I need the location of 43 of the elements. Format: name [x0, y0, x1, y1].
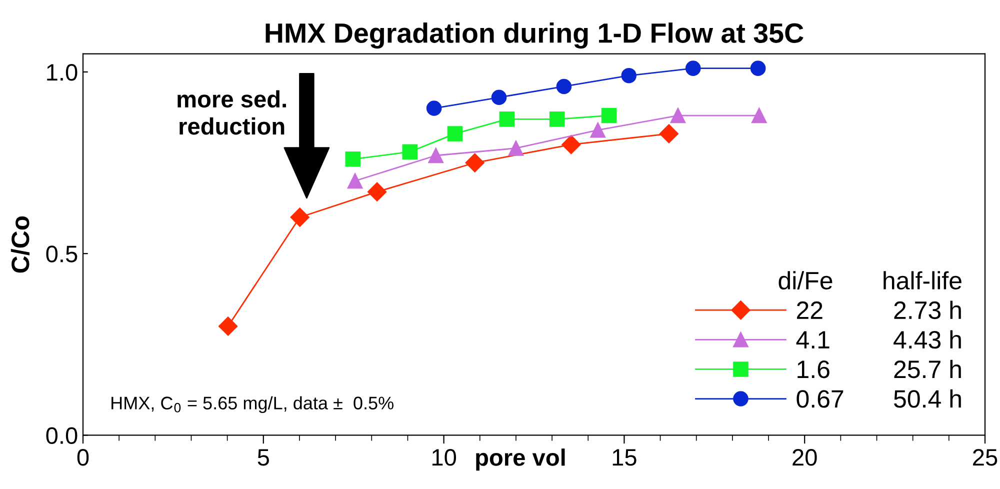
- point: [590, 122, 606, 138]
- annotation: HMX, C$_{0}$ = 5.65 mg/L, data ± 0.5%: [112, 396, 394, 414]
- point: [752, 108, 767, 124]
- point: [428, 148, 444, 164]
- point: [556, 78, 572, 94]
- point: [290, 208, 310, 227]
- point: [499, 112, 515, 127]
- point: [345, 151, 361, 167]
- point: [659, 124, 678, 144]
- point: [750, 60, 766, 76]
- point: [368, 182, 387, 202]
- point: [218, 316, 238, 336]
- legend-label: 0.67 50.4 h: [796, 389, 961, 408]
- point: [508, 140, 524, 156]
- x-tick-label: 15: [612, 449, 636, 466]
- y-tick-label: 0.0: [46, 427, 78, 444]
- x-axis-title: pore vol: [476, 448, 565, 471]
- point: [402, 144, 418, 160]
- x-tick-label: 20: [792, 449, 817, 466]
- x-tick-label: 10: [432, 449, 456, 466]
- legend-label: 1.6 25.7 h: [798, 360, 961, 378]
- annotation: more sed. reduction: [178, 90, 286, 135]
- legend-label: 22 2.73 h: [796, 300, 961, 320]
- y-tick-label: 1.0: [47, 64, 78, 81]
- legend-label: 4.1 4.43 h: [796, 330, 961, 349]
- point: [621, 68, 637, 84]
- point: [601, 108, 617, 124]
- chart-title: HMX Degradation during 1-D Flow at 35C: [266, 22, 804, 49]
- point: [549, 112, 565, 127]
- point: [491, 90, 507, 106]
- point: [465, 153, 484, 172]
- x-tick-label: 5: [258, 449, 269, 466]
- point: [447, 126, 463, 142]
- point: [670, 108, 686, 124]
- point: [562, 135, 581, 154]
- y-tick-label: 0.5: [46, 246, 78, 262]
- point: [426, 100, 442, 116]
- x-tick-label: 0: [77, 449, 89, 466]
- point: [685, 60, 701, 76]
- point: [347, 173, 363, 189]
- y-axis-title: C/Co: [10, 216, 30, 273]
- legend-title: di/Fe half-life: [778, 271, 962, 290]
- x-tick-label: 25: [973, 449, 998, 466]
